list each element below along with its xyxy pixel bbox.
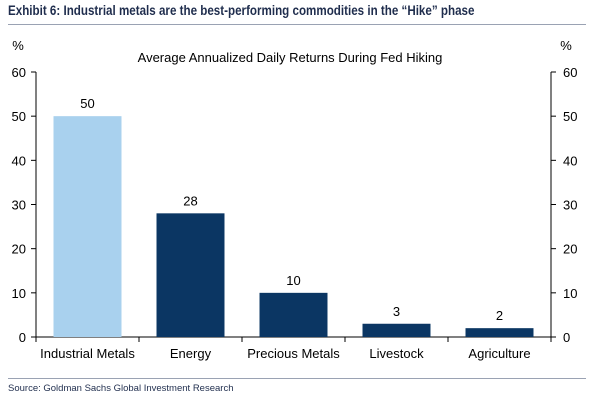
y-tick-label-right: 50 [563, 109, 577, 124]
chart-title: Average Annualized Daily Returns During … [138, 50, 443, 65]
y-tick-label-left: 30 [12, 198, 26, 213]
y-tick-label-left: 10 [12, 286, 26, 301]
category-label: Precious Metals [247, 346, 340, 361]
bar [156, 213, 225, 337]
source-note: Source: Goldman Sachs Global Investment … [8, 383, 234, 394]
bar [53, 116, 122, 338]
y-tick-label-left: 20 [12, 242, 26, 257]
exhibit-title: Exhibit 6: Industrial metals are the bes… [8, 3, 475, 18]
y-tick-label-left: 0 [19, 330, 26, 345]
y-tick-label-right: 40 [563, 153, 577, 168]
category-label: Industrial Metals [40, 346, 135, 361]
y-tick-label-right: 10 [563, 286, 577, 301]
data-labels: 50 28 10 3 2 [80, 96, 503, 323]
data-label: 3 [393, 304, 400, 319]
bar [362, 323, 431, 337]
category-label: Energy [170, 346, 212, 361]
bars [53, 116, 534, 338]
bar [465, 328, 534, 337]
y-axis-unit-left: % [12, 38, 24, 53]
category-label: Livestock [369, 346, 424, 361]
y-tick-label-right: 60 [563, 65, 577, 80]
bar [259, 292, 328, 337]
data-label: 28 [183, 193, 197, 208]
y-tick-label-left: 60 [12, 65, 26, 80]
tick-labels: 0 0 10 10 20 20 30 30 40 40 50 50 60 60 Industrial Met… [12, 65, 578, 361]
category-label: Agriculture [468, 346, 530, 361]
footer-divider [8, 378, 586, 379]
y-axis-unit-right: % [560, 38, 572, 53]
data-label: 50 [80, 96, 94, 111]
data-label: 2 [496, 308, 503, 323]
y-tick-label-right: 0 [563, 330, 570, 345]
data-label: 10 [286, 273, 300, 288]
y-tick-label-right: 30 [563, 198, 577, 213]
y-tick-label-left: 50 [12, 109, 26, 124]
y-tick-label-left: 40 [12, 153, 26, 168]
title-divider [8, 24, 586, 25]
y-tick-label-right: 20 [563, 242, 577, 257]
